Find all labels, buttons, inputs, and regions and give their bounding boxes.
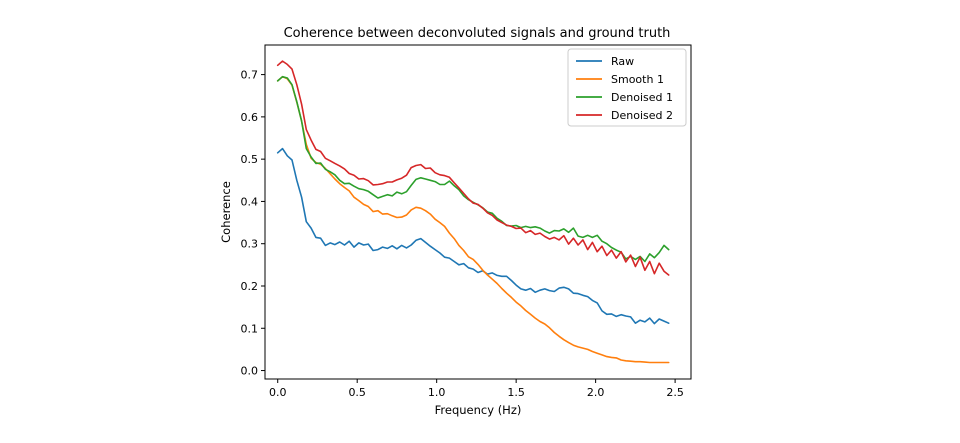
x-tick-label: 1.5 bbox=[507, 386, 525, 399]
y-tick-label: 0.2 bbox=[241, 280, 259, 293]
x-tick-label: 1.0 bbox=[428, 386, 446, 399]
y-tick-label: 0.0 bbox=[241, 365, 259, 378]
x-axis: 0.0 0.5 1.0 1.5 2.0 2.5 bbox=[269, 379, 684, 399]
series-line-denoised-2 bbox=[276, 60, 670, 276]
y-axis-label: Coherence bbox=[219, 181, 233, 243]
legend-label-denoised-1: Denoised 1 bbox=[611, 91, 673, 104]
y-tick-label: 0.3 bbox=[241, 238, 259, 251]
legend: Raw Smooth 1 Denoised 1 Denoised 2 bbox=[567, 48, 687, 127]
legend-label-denoised-2: Denoised 2 bbox=[611, 109, 673, 122]
y-tick-label: 0.5 bbox=[241, 153, 259, 166]
x-tick-label: 0.5 bbox=[348, 386, 366, 399]
y-tick-label: 0.7 bbox=[241, 69, 259, 82]
legend-box bbox=[567, 48, 687, 127]
series-layer bbox=[276, 60, 670, 364]
legend-label-smooth-1: Smooth 1 bbox=[611, 73, 664, 86]
x-tick-label: 2.0 bbox=[587, 386, 605, 399]
y-tick-label: 0.4 bbox=[241, 195, 259, 208]
plot-area-frame bbox=[264, 44, 692, 380]
y-tick-label: 0.1 bbox=[241, 322, 259, 335]
y-axis: 0.0 0.1 0.2 0.3 0.4 0.5 0.6 0.7 bbox=[241, 69, 265, 378]
y-tick-label: 0.6 bbox=[241, 111, 259, 124]
legend-label-raw: Raw bbox=[611, 55, 634, 68]
series-line-raw bbox=[276, 147, 670, 325]
chart-title: Coherence between deconvoluted signals a… bbox=[284, 26, 671, 41]
x-axis-label: Frequency (Hz) bbox=[435, 403, 522, 417]
series-line-smooth-1 bbox=[276, 75, 670, 364]
x-tick-label: 2.5 bbox=[666, 386, 684, 399]
x-tick-label: 0.0 bbox=[269, 386, 287, 399]
